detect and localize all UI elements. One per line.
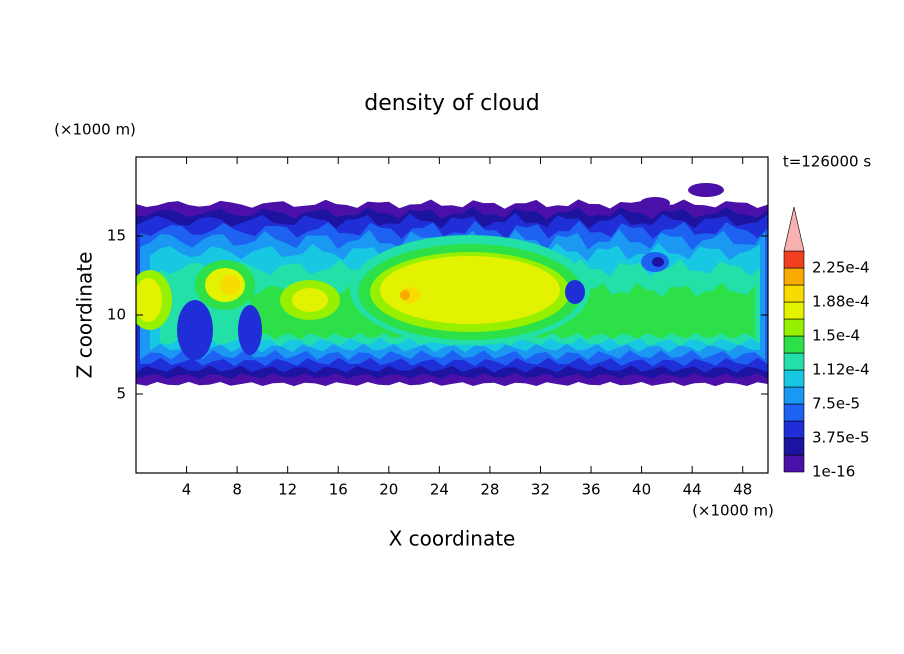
contour-region — [688, 183, 724, 197]
colorbar-box — [783, 369, 805, 388]
x-tick-label: 20 — [379, 481, 398, 499]
x-tick-label: 4 — [182, 481, 192, 499]
contour-region — [292, 288, 328, 312]
contour-region — [640, 197, 670, 209]
colorbar-box — [783, 437, 805, 456]
x-axis-label: X coordinate — [389, 527, 516, 551]
colorbar-box — [783, 335, 805, 354]
colorbar-box — [783, 301, 805, 320]
colorbar-extension — [783, 206, 805, 252]
colorbar-label: 1.12e-4 — [812, 361, 870, 379]
x-tick-label: 12 — [278, 481, 297, 499]
y-tick-label: 10 — [107, 306, 126, 324]
x-tick-label: 32 — [531, 481, 550, 499]
colorbar-label: 1.88e-4 — [812, 293, 870, 311]
y-axis-label: Z coordinate — [73, 252, 97, 379]
chart-title: density of cloud — [364, 91, 539, 116]
annotation: t=126000 s — [783, 153, 871, 171]
colorbar-label: 1e-16 — [812, 463, 855, 481]
x-unit: (×1000 m) — [692, 502, 774, 520]
x-tick-label: 44 — [683, 481, 702, 499]
x-tick-label: 48 — [733, 481, 752, 499]
contour-region — [652, 257, 664, 267]
colorbar-box — [783, 403, 805, 422]
y-tick-label: 15 — [107, 227, 126, 245]
colorbar-box — [783, 284, 805, 303]
y-unit: (×1000 m) — [54, 121, 136, 139]
contour-region — [380, 256, 560, 324]
x-tick-label: 16 — [329, 481, 348, 499]
colorbar-label: 7.5e-5 — [812, 395, 860, 413]
contour-region — [177, 300, 213, 360]
colorbar-label: 2.25e-4 — [812, 259, 870, 277]
contour-region — [136, 278, 162, 322]
colorbar-label: 3.75e-5 — [812, 429, 870, 447]
colorbar-box — [783, 267, 805, 286]
x-tick-label: 36 — [581, 481, 600, 499]
contour-region — [400, 290, 410, 300]
colorbar-box — [783, 420, 805, 439]
colorbar-box — [783, 352, 805, 371]
contour-region — [565, 280, 585, 304]
x-tick-label: 8 — [232, 481, 242, 499]
x-tick-label: 28 — [480, 481, 499, 499]
contour-region — [238, 305, 262, 355]
x-tick-label: 24 — [430, 481, 449, 499]
contour-field — [136, 183, 768, 387]
colorbar-box — [783, 318, 805, 337]
colorbar-label: 1.5e-4 — [812, 327, 860, 345]
colorbar-box — [783, 386, 805, 405]
colorbar-box — [783, 454, 805, 473]
x-tick-label: 40 — [632, 481, 651, 499]
contour-region — [220, 275, 240, 295]
y-tick-label: 5 — [116, 385, 126, 403]
colorbar-box — [783, 250, 805, 269]
